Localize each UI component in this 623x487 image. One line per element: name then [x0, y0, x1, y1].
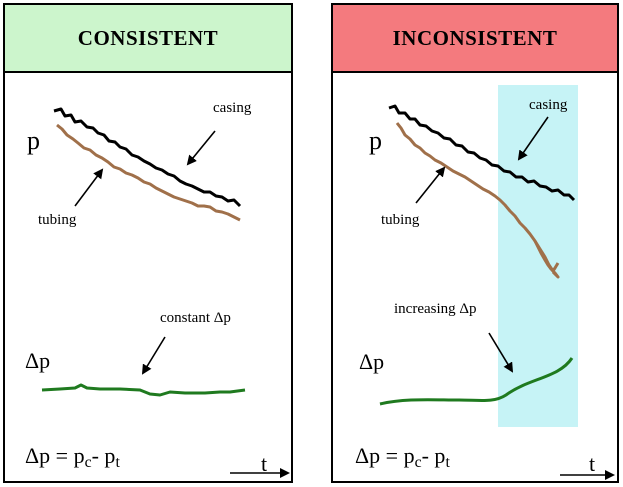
constant-dp-label: constant Δp [160, 310, 231, 326]
tubing-arrow [415, 166, 446, 204]
delta-p-equation: Δp = pc- pt [355, 443, 450, 471]
inconsistent-panel: INCONSISTENT p casing tubing increasing … [331, 3, 619, 483]
tubing-label: tubing [381, 212, 420, 228]
tubing-arrow [74, 168, 104, 207]
pressure-label: p [369, 126, 382, 155]
casing-curve [388, 104, 576, 202]
casing-label: casing [529, 97, 568, 113]
pressure-label: p [27, 126, 40, 155]
increasing-dp-label: increasing Δp [394, 301, 477, 317]
consistent-title: CONSISTENT [5, 5, 291, 73]
inconsistent-title: INCONSISTENT [333, 5, 617, 73]
casing-arrow [517, 116, 549, 161]
delta-p-equation: Δp = pc- pt [25, 443, 120, 471]
time-label: t [261, 451, 268, 476]
tubing-curve [56, 123, 241, 222]
consistent-panel: CONSISTENT p casing tubing constant Δp Δ… [3, 3, 293, 483]
tubing-tail [533, 240, 560, 279]
highlight-region [498, 85, 578, 427]
casing-curve [53, 107, 242, 208]
delta-p-curve [379, 357, 574, 406]
delta-p-label: Δp [25, 348, 51, 373]
time-label: t [589, 451, 596, 476]
delta-p-curve [41, 383, 246, 397]
increasing-dp-arrow [488, 332, 514, 373]
casing-arrow [186, 130, 216, 166]
casing-label: casing [213, 100, 252, 116]
constant-dp-arrow [141, 336, 166, 375]
tubing-label: tubing [38, 212, 77, 228]
delta-p-label: Δp [359, 349, 385, 374]
inconsistent-plot [379, 85, 615, 480]
consistent-plot [41, 107, 290, 478]
